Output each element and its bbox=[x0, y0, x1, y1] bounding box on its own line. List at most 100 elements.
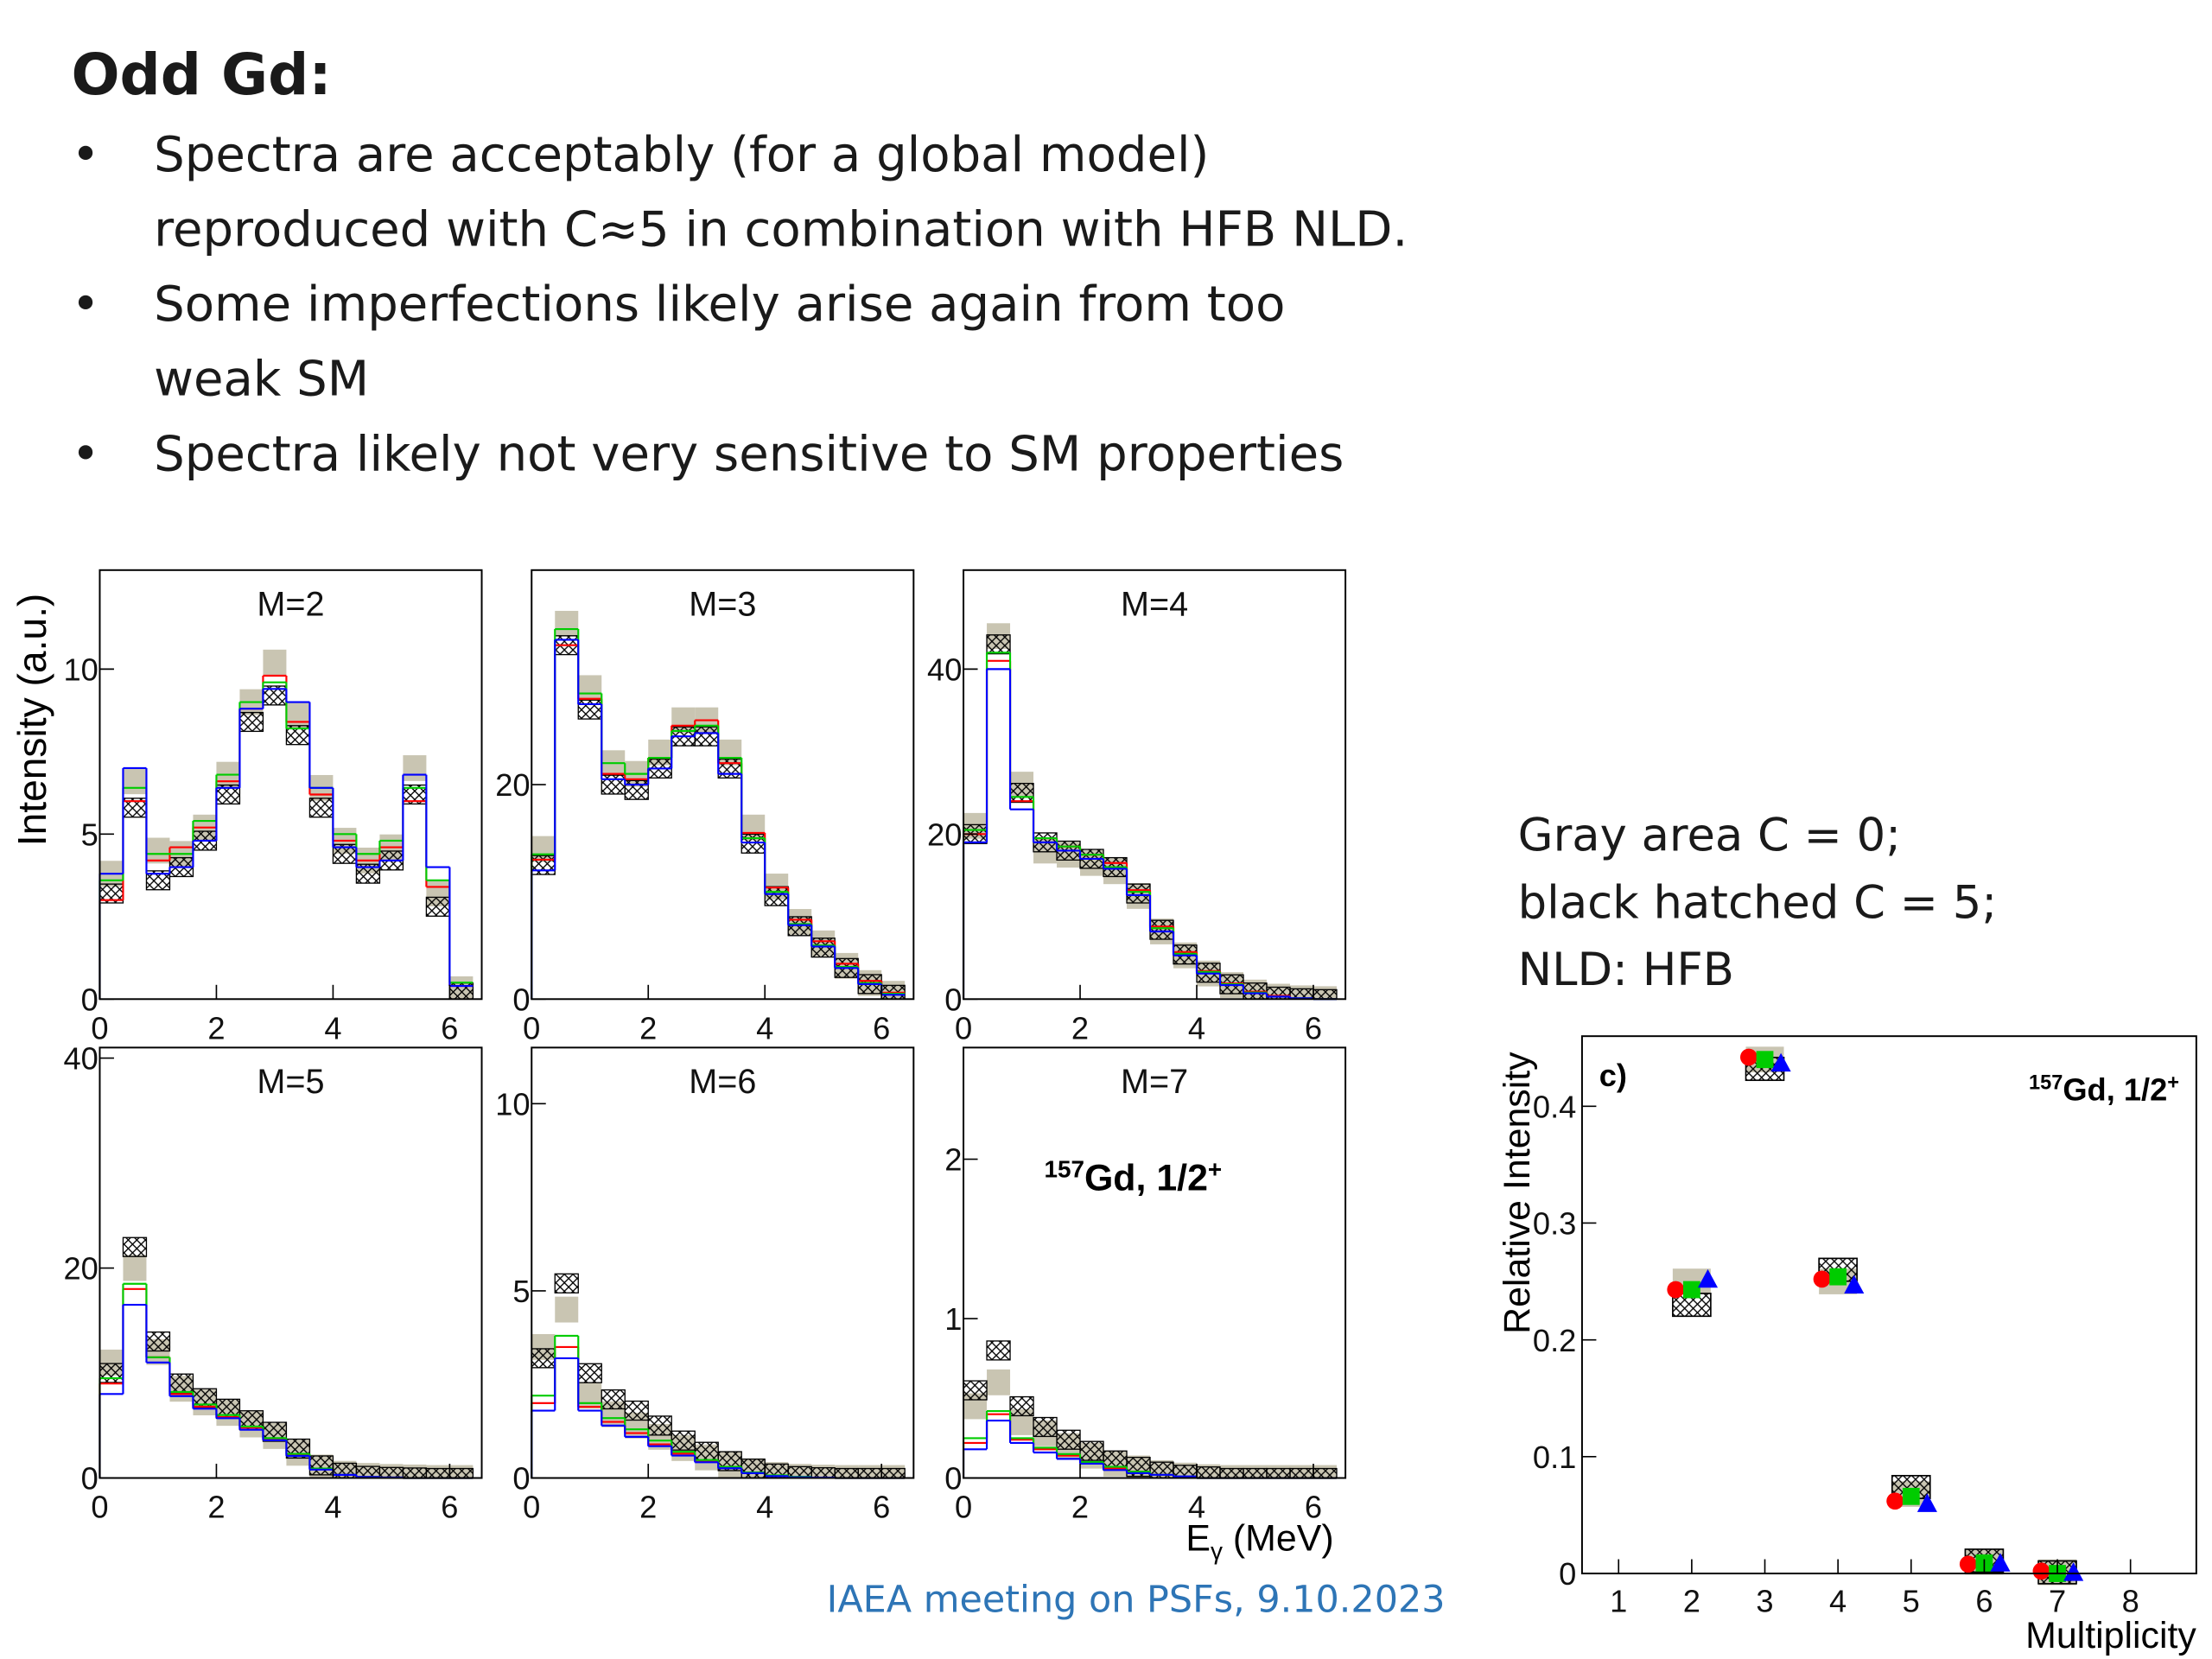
c0-band bbox=[555, 1296, 579, 1323]
bullet-list: • Spectra are acceptably (for a global mo… bbox=[71, 127, 1408, 482]
annotation-mass: 157 bbox=[2029, 1071, 2063, 1094]
histogram-panel: 0 2 4 6 0 1 2 M=7 157Gd, 1/2+ bbox=[944, 1046, 1347, 1525]
c5-hatched-band bbox=[741, 1459, 766, 1479]
note-line: Gray area C = 0; bbox=[1518, 810, 1901, 862]
c5-hatched-band bbox=[99, 1363, 124, 1383]
y-tick-label: 0 bbox=[81, 1461, 99, 1497]
marker-triangle bbox=[1990, 1553, 2011, 1572]
x-tick-label: 0 bbox=[955, 1010, 972, 1046]
histogram-panel: 0 2 4 6 0 20 40 M=4 bbox=[927, 569, 1347, 1046]
note: Gray area C = 0; black hatched C = 5; NLD:… bbox=[1518, 810, 1997, 996]
step-riser bbox=[962, 669, 1315, 1000]
c5-hatched-band bbox=[717, 758, 742, 779]
panel-title: M=7 bbox=[1121, 1063, 1188, 1101]
y-tick-label: 20 bbox=[927, 817, 962, 853]
c0-band bbox=[123, 1255, 147, 1281]
x-tick-label: 2 bbox=[639, 1010, 657, 1046]
c5-hatched-band bbox=[1009, 1395, 1034, 1417]
c5-hatched-band bbox=[810, 1467, 836, 1479]
plot-frame bbox=[963, 1046, 1347, 1479]
c5-hatched-band bbox=[601, 774, 626, 795]
c5-hatched-band bbox=[1056, 1429, 1081, 1450]
multiplicity-chart: 1 2 3 4 5 6 7 8 0 0.1 0.2 0.3 0.4 c) Multiplicity Relat… bbox=[1497, 1035, 2197, 1656]
c5-hatched-band bbox=[1219, 1467, 1244, 1479]
marker-triangle bbox=[1916, 1493, 1937, 1512]
c5-hatched-band bbox=[1266, 1467, 1291, 1479]
marker-triangle bbox=[2063, 1562, 2084, 1581]
c5-hatched-band bbox=[671, 1430, 696, 1451]
x-tick-label: 3 bbox=[1756, 1584, 1773, 1619]
c5-hatched-band bbox=[834, 1467, 859, 1479]
c0-band bbox=[578, 675, 602, 702]
x-tick-label: 2 bbox=[207, 1010, 225, 1046]
bullet-text: Some imperfections likely arise again fr… bbox=[154, 276, 1285, 333]
c5-hatched-band bbox=[624, 779, 649, 800]
c5-hatched-band bbox=[624, 1400, 649, 1421]
c5-hatched-band bbox=[145, 870, 171, 891]
c5-hatched-band bbox=[694, 726, 719, 747]
y-tick-label: 10 bbox=[495, 1087, 530, 1122]
c5-hatched-band bbox=[378, 1466, 404, 1479]
bullet-text: Spectra are acceptably (for a global mod… bbox=[154, 127, 1209, 183]
c5-hatched-band bbox=[1313, 988, 1338, 1000]
c5-hatched-band bbox=[1126, 883, 1151, 904]
y-tick-label: 0 bbox=[944, 1461, 962, 1497]
plot-frame bbox=[1580, 1035, 2197, 1575]
c5-hatched-band bbox=[1243, 1467, 1268, 1479]
plot-frame bbox=[963, 569, 1347, 1001]
x-tick-label: 4 bbox=[756, 1490, 773, 1525]
panel-title: M=5 bbox=[257, 1063, 324, 1101]
panel-title: M=4 bbox=[1121, 586, 1188, 624]
y-tick-label: 20 bbox=[63, 1251, 98, 1287]
c5-hatched-band bbox=[1079, 1440, 1104, 1461]
c5-hatched-band bbox=[577, 699, 602, 720]
annotation-parity: + bbox=[1208, 1155, 1222, 1182]
y-tick-label: 1 bbox=[944, 1301, 962, 1337]
c5-hatched-band bbox=[238, 711, 264, 733]
x-tick-label: 2 bbox=[1683, 1584, 1700, 1619]
x-label-unit: (MeV) bbox=[1223, 1518, 1334, 1560]
bullet-symbol: • bbox=[71, 276, 99, 333]
y-tick-label: 0 bbox=[944, 982, 962, 1017]
y-tick-label: 20 bbox=[495, 767, 530, 803]
c5-hatched-band bbox=[168, 1373, 194, 1394]
c0-band bbox=[146, 837, 170, 864]
x-tick-label: 2 bbox=[1071, 1010, 1089, 1046]
x-tick-label: 1 bbox=[1610, 1584, 1627, 1619]
c5-hatched-band bbox=[963, 1380, 988, 1401]
panel-title: M=6 bbox=[689, 1063, 756, 1101]
slide-title: Odd Gd: bbox=[71, 41, 331, 108]
y-tick-label: 0 bbox=[512, 1461, 530, 1497]
y-tick-label: 0.4 bbox=[1533, 1089, 1576, 1124]
y-tick-label: 2 bbox=[944, 1142, 962, 1178]
y-tick-label: 10 bbox=[63, 652, 98, 688]
step-riser bbox=[99, 1305, 404, 1478]
x-tick-label: 8 bbox=[2122, 1584, 2139, 1619]
c0-band bbox=[123, 768, 147, 795]
c5-hatched-band bbox=[531, 1348, 556, 1369]
y-tick-label: 5 bbox=[512, 1274, 530, 1309]
c5-hatched-band bbox=[425, 896, 451, 917]
marker-triangle bbox=[1844, 1274, 1865, 1294]
plot-frame bbox=[99, 1046, 483, 1479]
y-axis-label: Intensity (a.u.) bbox=[10, 594, 54, 847]
x-tick-label: 2 bbox=[1071, 1490, 1089, 1525]
c5-hatched-band bbox=[1313, 1467, 1338, 1479]
step-riser bbox=[99, 1288, 404, 1478]
marker-square bbox=[1682, 1281, 1700, 1299]
marker-circle bbox=[2032, 1562, 2050, 1580]
c0-band bbox=[987, 1369, 1011, 1395]
footer: IAEA meeting on PSFs, 9.10.2023 bbox=[827, 1579, 1446, 1622]
c5-hatched-band bbox=[332, 1462, 358, 1479]
y-tick-label: 40 bbox=[927, 652, 962, 688]
c5-hatched-band bbox=[1149, 919, 1174, 940]
x-tick-label: 2 bbox=[207, 1490, 225, 1525]
marker-square bbox=[1756, 1051, 1774, 1069]
marker-circle bbox=[1886, 1492, 1904, 1510]
y-tick-label: 0.2 bbox=[1533, 1323, 1576, 1358]
marker-circle bbox=[1739, 1048, 1758, 1066]
histogram-panel: 0 2 4 6 0 20 M=3 bbox=[495, 569, 915, 1046]
y-tick-label: 40 bbox=[63, 1041, 98, 1077]
